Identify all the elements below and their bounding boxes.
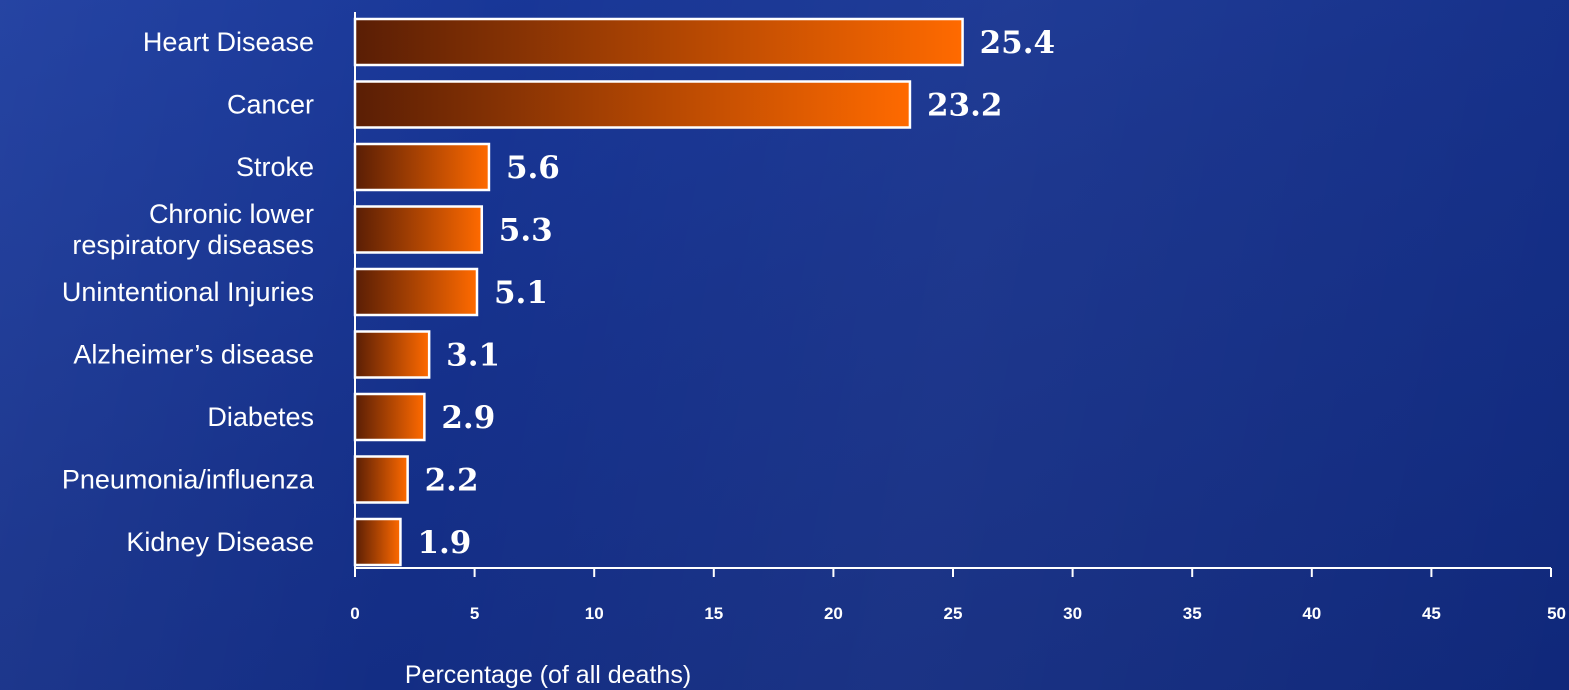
data-label: 2.9 [441, 400, 495, 436]
data-label: 5.3 [499, 213, 553, 249]
x-tick-label: 30 [1063, 604, 1082, 623]
category-label: Unintentional Injuries [62, 277, 314, 307]
x-tick-label: 0 [350, 604, 359, 623]
bar [353, 330, 431, 379]
x-tick-label: 10 [585, 604, 604, 623]
data-label: 23.2 [927, 88, 1003, 124]
category-label: Diabetes [207, 402, 314, 432]
x-tick-label: 5 [470, 604, 479, 623]
x-tick-label: 25 [944, 604, 963, 623]
x-tick-label: 20 [824, 604, 843, 623]
x-tick-label: 35 [1183, 604, 1202, 623]
data-label: 1.9 [417, 525, 471, 561]
bar [353, 392, 426, 442]
x-axis: 0 5 10 15 20 25 30 35 40 45 50 [350, 12, 1566, 623]
x-tick-label: 40 [1302, 604, 1321, 623]
category-label: Heart Disease [143, 27, 314, 57]
data-label: 3.1 [446, 338, 500, 374]
category-label: Alzheimer’s disease [73, 340, 314, 370]
category-label: Cancer [227, 90, 314, 120]
category-labels: Heart Disease Cancer Stroke Chronic lowerre… [62, 27, 315, 557]
category-label: Chronic lower [149, 199, 314, 229]
bar [353, 17, 964, 67]
data-label: 2.2 [425, 463, 479, 499]
bar [353, 455, 409, 504]
bar [353, 267, 479, 317]
category-label: respiratory diseases [72, 230, 314, 260]
bar [353, 80, 912, 129]
x-tick-label: 15 [704, 604, 723, 623]
data-label: 5.1 [494, 275, 548, 311]
bar [353, 517, 402, 567]
bar [353, 205, 484, 254]
x-tick-label: 50 [1547, 604, 1566, 623]
data-label: 5.6 [506, 150, 560, 186]
data-label: 25.4 [980, 25, 1056, 61]
x-axis-title: Percentage (of all deaths) [405, 661, 691, 689]
category-label: Pneumonia/influenza [62, 465, 315, 495]
category-label: Kidney Disease [126, 527, 314, 557]
bar [353, 142, 491, 192]
value-labels: 25.4 23.2 5.6 5.3 5.1 3.1 2.9 2.2 1.9 [417, 25, 1055, 561]
category-label: Stroke [236, 152, 314, 182]
bars [353, 17, 964, 567]
x-tick-label: 45 [1422, 604, 1441, 623]
